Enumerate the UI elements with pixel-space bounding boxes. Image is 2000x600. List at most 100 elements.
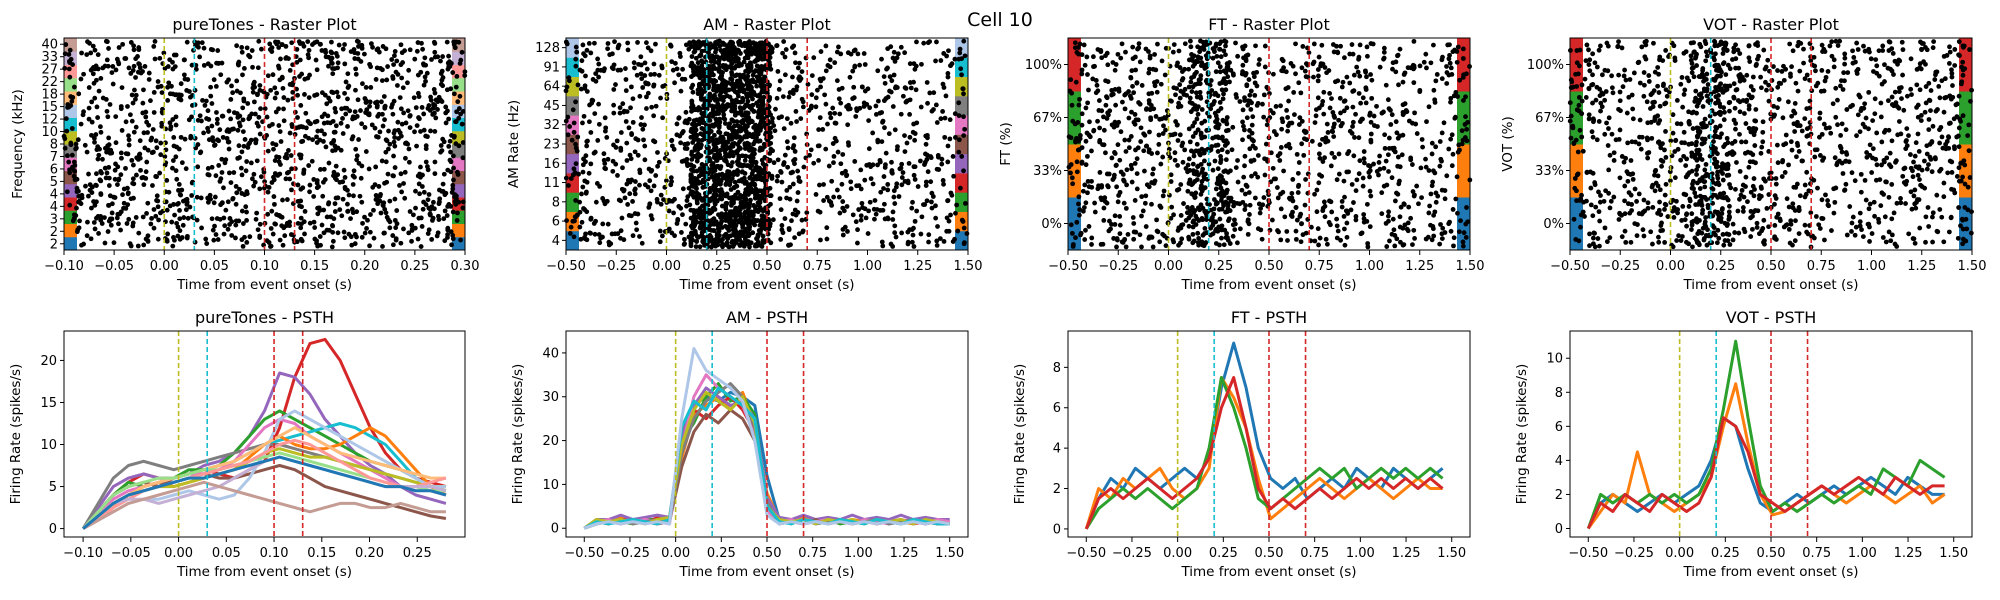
spike-dot <box>750 151 755 157</box>
spike-dot <box>405 108 411 114</box>
spike-dot <box>368 85 374 90</box>
spike-dot <box>384 214 390 220</box>
spike-dot <box>727 209 733 215</box>
spike-dot <box>423 159 429 165</box>
y-tick-label: 2 <box>50 237 58 252</box>
spike-dot <box>358 175 364 181</box>
spike-dot <box>434 233 440 239</box>
spike-dot <box>915 184 921 189</box>
spike-dot <box>588 130 594 135</box>
spike-dot <box>613 145 619 150</box>
spike-dot <box>688 239 694 244</box>
spike-dot <box>271 194 277 199</box>
spike-dot <box>173 154 179 160</box>
spike-dot <box>706 210 712 216</box>
spike-dot <box>1456 229 1462 235</box>
spike-dot <box>126 137 132 143</box>
spike-dot <box>450 70 456 75</box>
spike-dot <box>443 104 449 110</box>
spike-dot <box>76 193 82 199</box>
spike-dot <box>385 64 390 69</box>
spike-dot <box>617 110 623 116</box>
spike-dot <box>832 60 838 66</box>
spike-dot <box>81 241 87 247</box>
spike-dot <box>611 110 617 116</box>
spike-dot <box>571 120 577 126</box>
spike-dot <box>713 147 719 153</box>
spike-dot <box>409 226 415 232</box>
spike-dot <box>784 139 790 145</box>
spike-dot <box>261 167 267 172</box>
spike-dot <box>768 125 774 131</box>
y-tick-label: 7 <box>50 150 58 165</box>
spike-dot <box>669 179 674 185</box>
spike-dot <box>653 41 658 47</box>
spike-dot <box>198 195 204 201</box>
spike-dot <box>144 159 150 165</box>
spike-dot <box>569 137 575 143</box>
spike-dot <box>116 61 122 67</box>
spike-dot <box>257 233 263 239</box>
spike-dot <box>253 137 259 143</box>
spike-dot <box>1368 131 1374 137</box>
spike-dot <box>131 47 137 53</box>
spike-dot <box>246 53 251 58</box>
spike-dot <box>185 215 191 221</box>
spike-dot <box>945 74 951 80</box>
spike-dot <box>586 119 592 125</box>
spike-dot <box>1428 60 1434 66</box>
spike-dot <box>735 59 741 64</box>
spike-dot <box>1189 75 1194 81</box>
spike-dot <box>814 87 820 93</box>
condition-strip-right <box>452 144 465 158</box>
spike-dot <box>593 71 599 77</box>
spike-dot <box>752 92 758 98</box>
spike-dot <box>629 84 634 90</box>
spike-dot <box>725 80 731 86</box>
spike-dot <box>399 50 405 56</box>
spike-dot <box>453 193 459 199</box>
spike-dot <box>1387 238 1392 244</box>
spike-dot <box>442 238 448 244</box>
spike-dot <box>1427 203 1433 209</box>
spike-dot <box>1450 151 1456 157</box>
spike-dot <box>1332 155 1337 160</box>
spike-dot <box>333 109 339 115</box>
spike-dot <box>330 90 336 96</box>
spike-dot <box>733 237 739 243</box>
spike-dot <box>938 116 944 122</box>
spike-dot <box>245 145 251 150</box>
spike-dot <box>442 208 448 214</box>
spike-dot <box>962 201 968 206</box>
spike-dot <box>1449 132 1455 138</box>
spike-dot <box>201 62 207 68</box>
spike-dot <box>592 231 598 237</box>
spike-dot <box>610 168 616 174</box>
spike-dot <box>727 224 732 229</box>
spike-dot <box>842 224 848 230</box>
spike-dot <box>129 92 135 98</box>
spike-dot <box>910 232 916 238</box>
spike-dot <box>360 220 365 226</box>
spike-dot <box>595 138 601 143</box>
spike-dot <box>306 135 311 141</box>
spike-dot <box>905 229 911 235</box>
spike-dot <box>934 166 940 172</box>
spike-dot <box>230 195 236 201</box>
spike-dot <box>120 41 126 47</box>
spike-dot <box>623 88 629 94</box>
spike-dot <box>841 208 847 214</box>
spike-dot <box>126 65 132 71</box>
spike-dot <box>100 156 105 162</box>
spike-dot <box>872 198 878 203</box>
spike-dot <box>926 239 931 245</box>
spike-dot <box>775 69 781 74</box>
spike-dot <box>254 210 260 216</box>
spike-dot <box>710 123 716 129</box>
spike-dot <box>248 160 254 166</box>
spike-dot <box>959 72 964 78</box>
spike-dot <box>359 163 365 169</box>
spike-dot <box>217 216 223 222</box>
spike-dot <box>859 200 865 206</box>
spike-dot <box>808 105 814 111</box>
